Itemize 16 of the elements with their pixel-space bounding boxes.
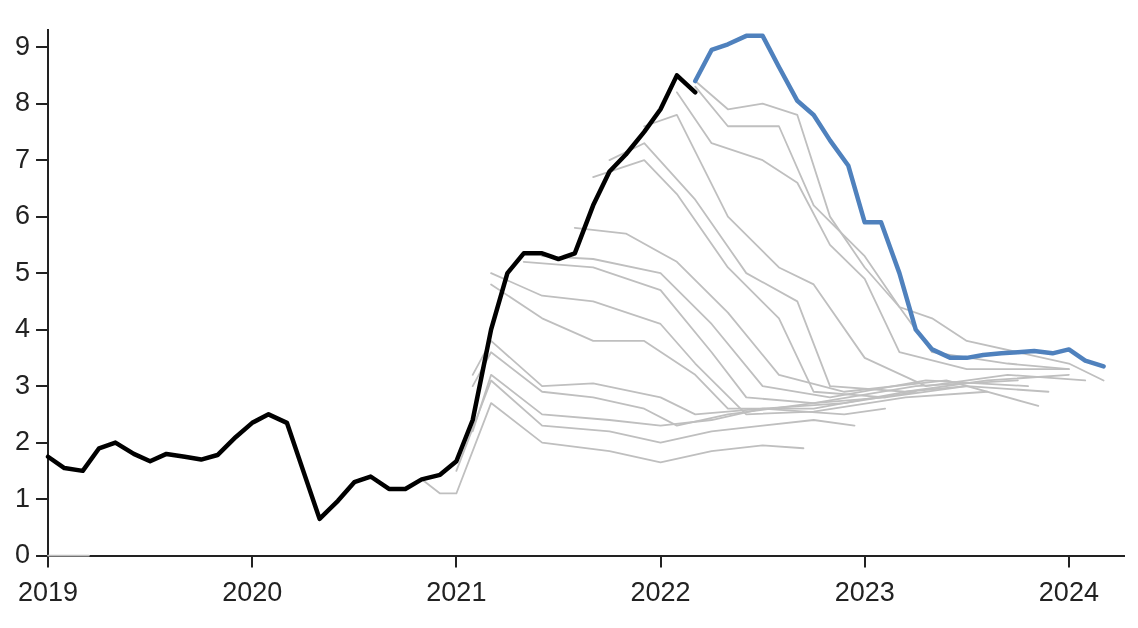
x-tick-label: 2022 — [630, 577, 691, 608]
y-tick-label: 3 — [15, 369, 31, 400]
x-tick-label: 2019 — [17, 577, 79, 608]
x-tick-label: 2020 — [222, 577, 283, 608]
y-tick-label: 1 — [15, 482, 31, 513]
y-tick-label: 9 — [15, 30, 31, 61]
x-tick-label: 2023 — [834, 577, 895, 608]
y-tick-label: 5 — [15, 256, 31, 287]
y-tick-label: 8 — [15, 87, 31, 118]
x-tick-label: 2021 — [426, 577, 487, 608]
y-tick-label: 0 — [15, 539, 31, 570]
y-tick-label: 7 — [15, 143, 31, 174]
y-tick-label: 4 — [15, 313, 31, 344]
y-tick-label: 6 — [15, 200, 31, 231]
x-tick-label: 2024 — [1038, 577, 1099, 608]
y-tick-label: 2 — [15, 426, 31, 457]
